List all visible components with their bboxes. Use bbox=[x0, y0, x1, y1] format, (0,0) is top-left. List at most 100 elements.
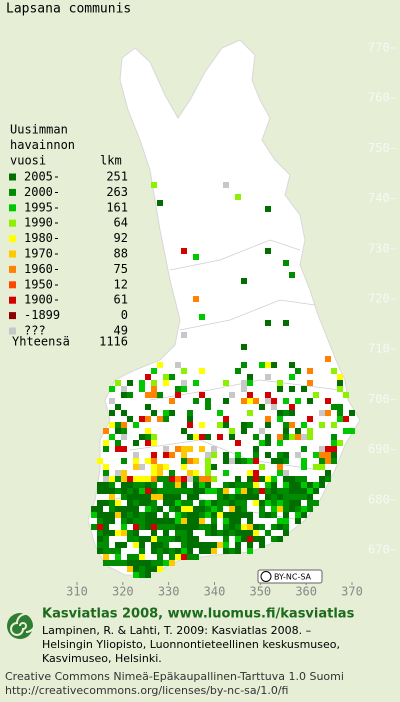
record-square bbox=[97, 500, 103, 506]
record-square bbox=[253, 500, 259, 506]
record-square bbox=[229, 506, 235, 512]
x-tick-label: 350 bbox=[249, 585, 271, 599]
record-square bbox=[283, 500, 289, 506]
y-tick-label: 690 bbox=[368, 442, 390, 456]
record-square bbox=[151, 368, 157, 374]
x-tick-label: 370 bbox=[341, 585, 363, 599]
record-square bbox=[217, 530, 223, 536]
record-square bbox=[271, 488, 277, 494]
record-square bbox=[313, 488, 319, 494]
record-square bbox=[121, 488, 127, 494]
record-square bbox=[307, 380, 313, 386]
record-square bbox=[151, 500, 157, 506]
record-square bbox=[271, 524, 277, 530]
record-square bbox=[295, 434, 301, 440]
record-square bbox=[163, 416, 169, 422]
record-square bbox=[121, 410, 127, 416]
legend-label: 1995- bbox=[24, 200, 60, 214]
record-square bbox=[187, 536, 193, 542]
record-square bbox=[139, 524, 145, 530]
record-square bbox=[211, 446, 217, 452]
record-square bbox=[199, 368, 205, 374]
record-square bbox=[151, 542, 157, 548]
record-square bbox=[295, 512, 301, 518]
legend-swatch bbox=[9, 204, 16, 212]
record-square bbox=[169, 554, 175, 560]
footer-license: http://creativecommons.org/licenses/by-n… bbox=[5, 684, 288, 697]
record-square bbox=[133, 542, 139, 548]
record-square bbox=[193, 554, 199, 560]
record-square bbox=[349, 428, 355, 434]
record-square bbox=[283, 476, 289, 482]
record-square bbox=[199, 488, 205, 494]
record-square bbox=[259, 464, 265, 470]
record-square bbox=[247, 494, 253, 500]
record-square bbox=[229, 482, 235, 488]
legend-swatch bbox=[9, 235, 16, 243]
record-square bbox=[97, 506, 103, 512]
record-square bbox=[265, 416, 271, 422]
record-square bbox=[91, 512, 97, 518]
record-square bbox=[127, 488, 133, 494]
record-square bbox=[223, 536, 229, 542]
record-square bbox=[283, 524, 289, 530]
record-square bbox=[271, 404, 277, 410]
legend-label: 1990- bbox=[24, 216, 60, 230]
record-square bbox=[181, 500, 187, 506]
record-square bbox=[313, 464, 319, 470]
record-square bbox=[253, 536, 259, 542]
record-square bbox=[283, 470, 289, 476]
record-square bbox=[277, 410, 283, 416]
record-square bbox=[157, 536, 163, 542]
record-square bbox=[337, 374, 343, 380]
record-square bbox=[313, 482, 319, 488]
record-square bbox=[151, 458, 157, 464]
record-square bbox=[169, 506, 175, 512]
record-square bbox=[313, 392, 319, 398]
record-square bbox=[139, 464, 145, 470]
record-square bbox=[133, 500, 139, 506]
record-square bbox=[145, 404, 151, 410]
record-square bbox=[241, 530, 247, 536]
record-square bbox=[175, 536, 181, 542]
record-square bbox=[265, 374, 271, 380]
record-square bbox=[301, 386, 307, 392]
legend-heading: vuosi bbox=[10, 154, 46, 168]
record-square bbox=[163, 488, 169, 494]
record-square bbox=[277, 518, 283, 524]
record-square bbox=[301, 482, 307, 488]
record-square bbox=[289, 362, 295, 368]
y-tick-label: 710 bbox=[368, 342, 390, 356]
legend-label: 1960- bbox=[24, 262, 60, 276]
record-square bbox=[121, 530, 127, 536]
record-square bbox=[139, 416, 145, 422]
record-square bbox=[121, 446, 127, 452]
record-square bbox=[301, 464, 307, 470]
record-square bbox=[325, 476, 331, 482]
record-square bbox=[157, 200, 163, 206]
record-square bbox=[295, 488, 301, 494]
legend-total: 1116 bbox=[99, 335, 128, 349]
record-square bbox=[187, 446, 193, 452]
record-square bbox=[301, 434, 307, 440]
record-square bbox=[175, 500, 181, 506]
legend-label: 1900- bbox=[24, 293, 60, 307]
footer-citation: Kasvimuseo, Helsinki. bbox=[42, 652, 162, 665]
record-square bbox=[127, 476, 133, 482]
record-square bbox=[211, 512, 217, 518]
record-square bbox=[271, 476, 277, 482]
record-square bbox=[241, 458, 247, 464]
record-square bbox=[205, 500, 211, 506]
record-square bbox=[331, 440, 337, 446]
record-square bbox=[175, 524, 181, 530]
record-square bbox=[283, 518, 289, 524]
record-square bbox=[121, 482, 127, 488]
record-square bbox=[97, 458, 103, 464]
legend-count-heading: lkm bbox=[100, 154, 122, 168]
legend-count: 161 bbox=[106, 200, 128, 214]
record-square bbox=[181, 428, 187, 434]
record-square bbox=[235, 500, 241, 506]
record-square bbox=[187, 518, 193, 524]
x-tick-label: 360 bbox=[295, 585, 317, 599]
record-square bbox=[139, 548, 145, 554]
